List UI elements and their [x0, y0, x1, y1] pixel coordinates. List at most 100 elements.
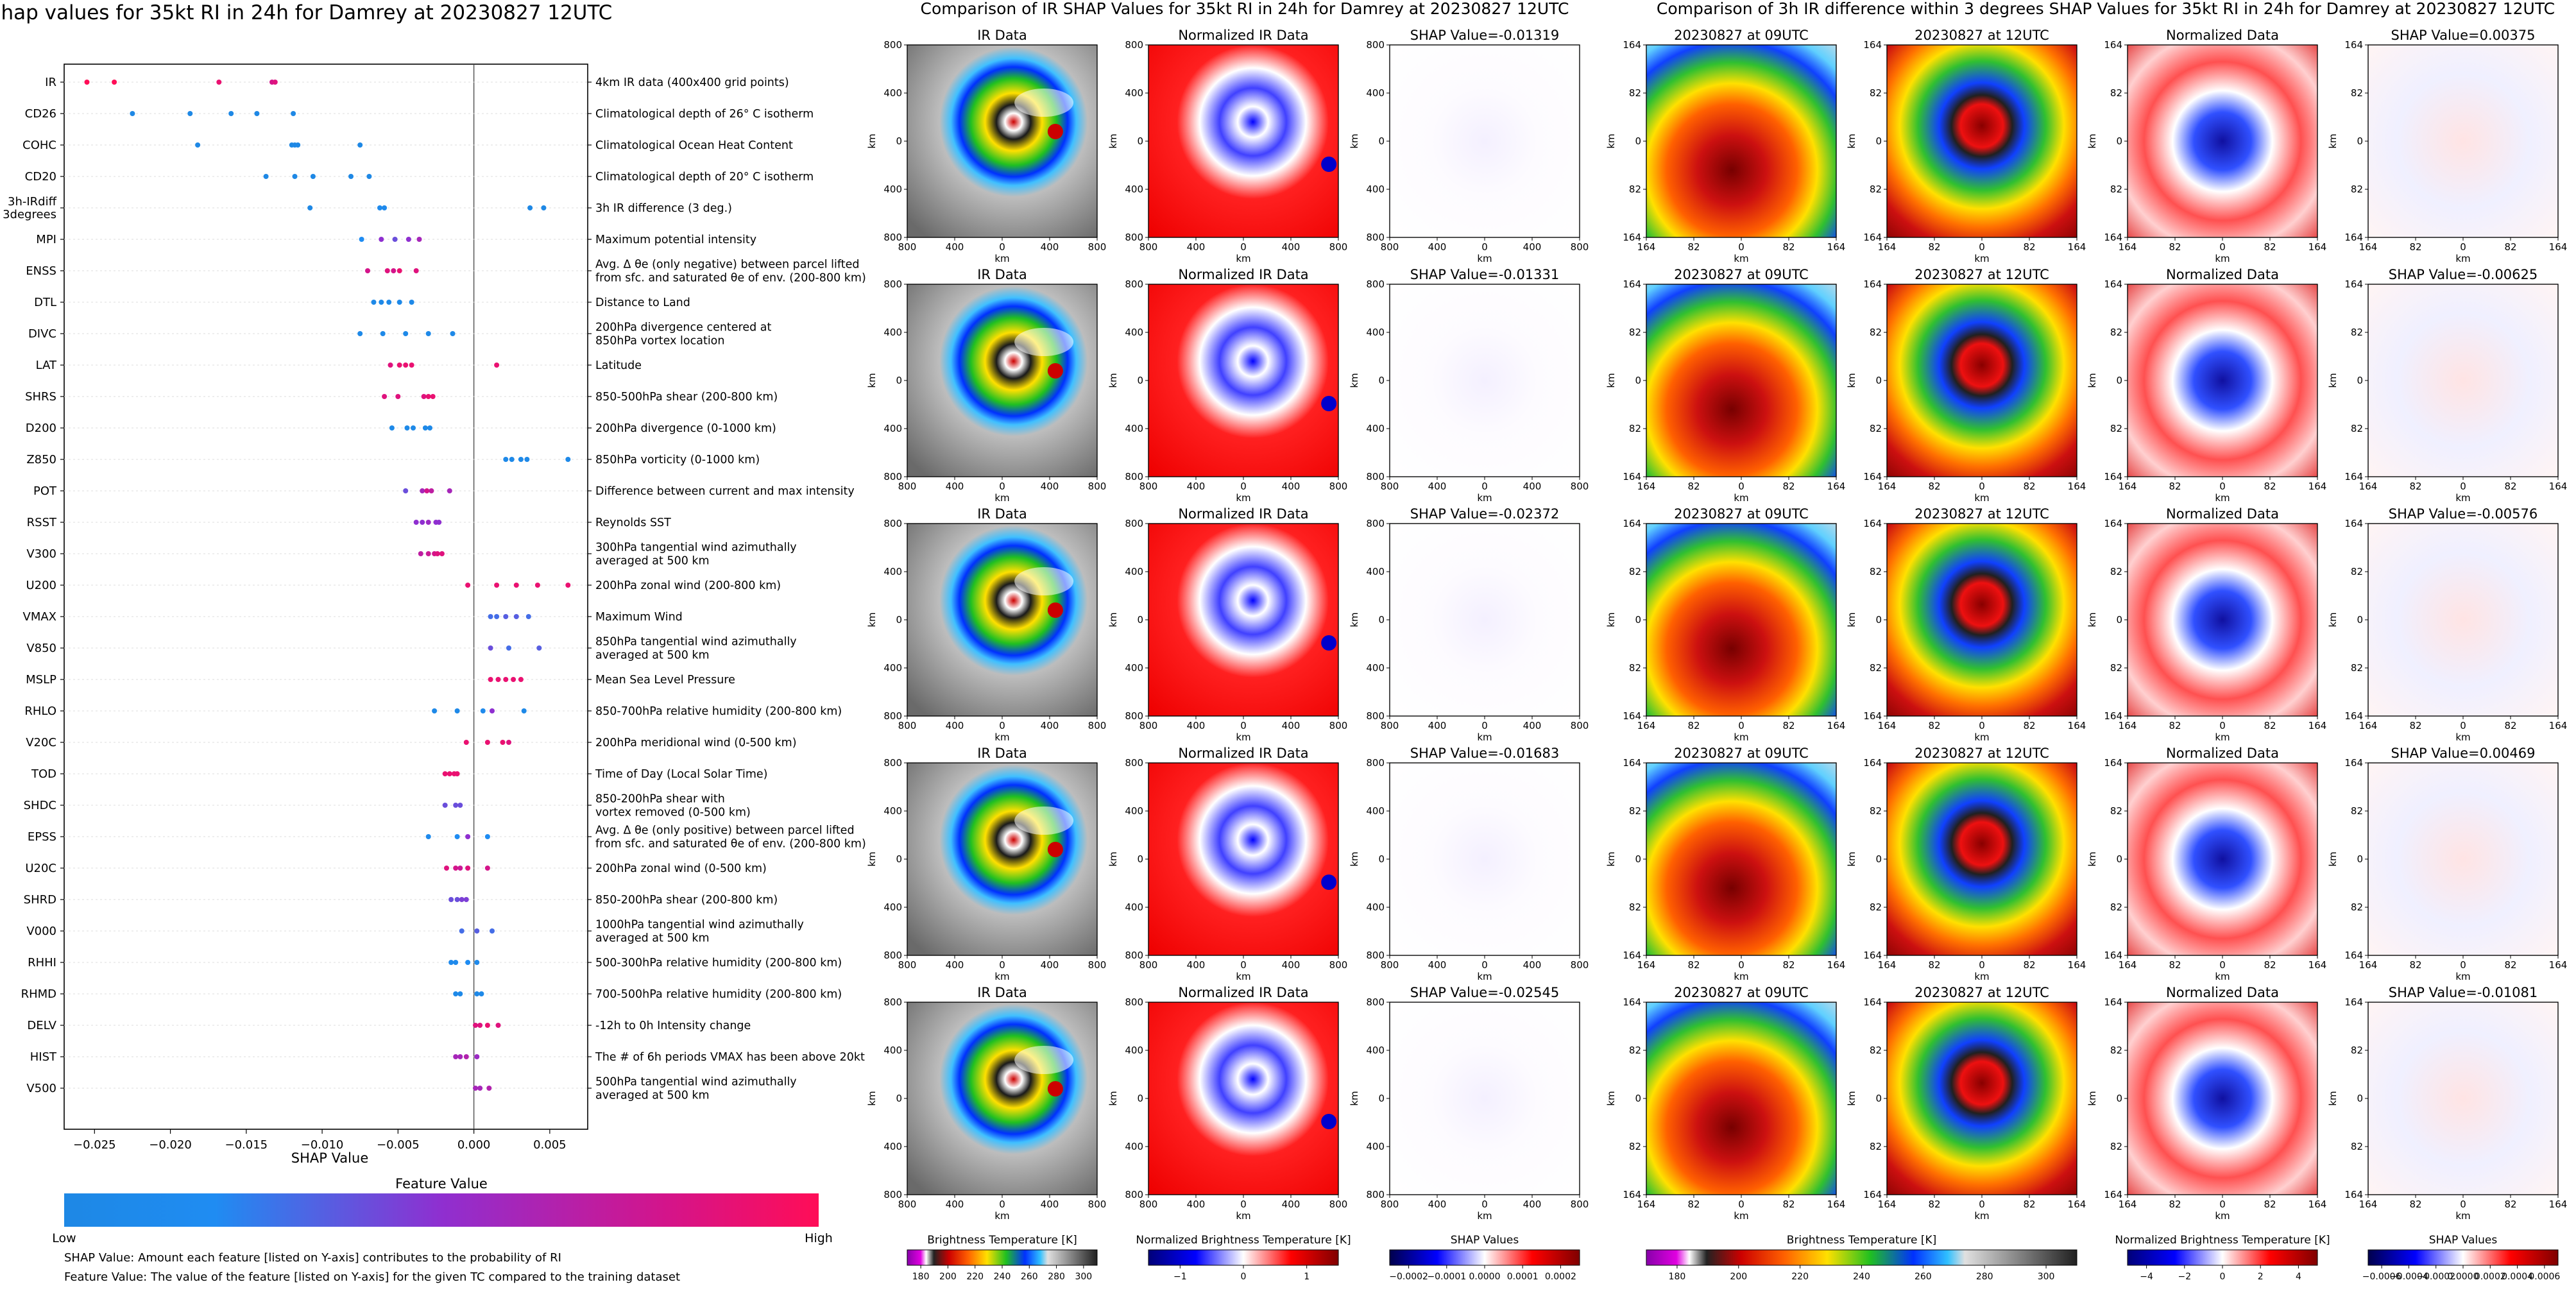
shap-point — [457, 991, 463, 996]
panel-y-tick-label: 400 — [1125, 805, 1143, 817]
shap-point — [457, 866, 463, 871]
panel-y-tick-label: 0 — [896, 614, 902, 626]
panel-title: SHAP Value=0.00375 — [2391, 28, 2536, 43]
feature-description: Avg. Δ θe (only negative) between parcel… — [595, 259, 859, 271]
storm-marker — [1321, 635, 1337, 651]
feature-description: 500-300hPa relative humidity (200-800 km… — [595, 957, 842, 969]
feature-description: averaged at 500 km — [595, 649, 710, 662]
panel-y-tick-label: 800 — [1125, 278, 1143, 290]
panel-y-axis-label: km — [866, 373, 878, 388]
panel-y-axis-label: km — [1107, 133, 1119, 148]
shap-point — [448, 897, 454, 902]
panel-y-tick-label: 82 — [2110, 327, 2122, 338]
panel-x-tick-label: 0 — [2219, 1199, 2226, 1210]
feature-name: U20C — [25, 862, 56, 875]
panel-x-tick-label: 0 — [1979, 481, 1985, 492]
panel-x-tick-label: 82 — [1928, 720, 1940, 731]
panel-title: IR Data — [977, 506, 1027, 522]
panel-x-tick-label: 82 — [2409, 241, 2421, 253]
x-tick-label: 0.000 — [457, 1138, 491, 1152]
shap-point — [386, 300, 392, 305]
colorbar-tick-label: 0.0000 — [1469, 1272, 1501, 1282]
shap-point — [416, 237, 422, 242]
panel-title: 20230827 at 09UTC — [1674, 506, 1809, 522]
colorbar-tick-label: 220 — [1791, 1272, 1809, 1282]
colorbar-bar — [1148, 1249, 1339, 1266]
colorbar-label: Brightness Temperature [K] — [1787, 1234, 1936, 1247]
feature-value-low: Low — [52, 1231, 76, 1245]
shap-point — [495, 1023, 501, 1028]
panel-x-tick-label: 400 — [1523, 241, 1542, 253]
panel-image — [1389, 1002, 1580, 1195]
panel-y-axis-label: km — [1846, 612, 1857, 627]
panel-y-tick-label: 800 — [1366, 710, 1385, 722]
feature-description: 200hPa zonal wind (0-500 km) — [595, 862, 767, 875]
panel-x-axis-label: km — [2455, 253, 2470, 264]
panel-x-tick-label: 82 — [1782, 720, 1795, 731]
feature-name: POT — [33, 484, 57, 498]
panel-x-tick-label: 800 — [1571, 481, 1589, 492]
panel-x-tick-label: 164 — [1637, 1199, 1656, 1210]
feature-description: 200hPa divergence (0-1000 km) — [595, 422, 776, 435]
shap-point — [413, 520, 419, 525]
panel-title: 20230827 at 09UTC — [1674, 746, 1809, 761]
panel-image — [2127, 1002, 2318, 1195]
panel-title: Normalized Data — [2166, 28, 2279, 43]
feature-description: 850-200hPa shear (200-800 km) — [595, 894, 778, 907]
panel-y-tick-label: 800 — [883, 471, 902, 482]
feature-name: 3h-IRdiff — [8, 195, 57, 209]
panel-y-tick-label: 800 — [1125, 757, 1143, 769]
colorbar-tick-label: 280 — [1976, 1272, 1993, 1282]
panel-y-tick-label: 82 — [2110, 423, 2122, 434]
panel-y-tick-label: 82 — [2351, 901, 2363, 913]
panel-x-tick-label: 800 — [1329, 959, 1348, 971]
shap-point — [382, 394, 388, 399]
panel-x-tick-label: 0 — [1240, 241, 1247, 253]
panel-y-tick-label: 400 — [1366, 1045, 1385, 1056]
shap-point — [480, 708, 486, 713]
panel-title: 20230827 at 09UTC — [1674, 267, 1809, 282]
panel-y-tick-label: 800 — [883, 950, 902, 961]
shap-x-ticks: −0.025 −0.020 −0.015 −0.010 −0.005 0.000 0.005 — [73, 1129, 567, 1152]
panel-y-tick-label: 0 — [2357, 853, 2363, 865]
panel-x-tick-label: 82 — [1687, 959, 1700, 971]
shap-point — [272, 80, 278, 85]
panel-x-tick-label: 800 — [1381, 959, 1399, 971]
panel-x-tick-label: 800 — [1329, 720, 1348, 731]
panel-y-tick-label: 0 — [2116, 853, 2122, 865]
panel-x-tick-label: 400 — [1428, 481, 1447, 492]
panel-y-tick-label: 800 — [1366, 39, 1385, 51]
panel-y-axis-label: km — [2327, 612, 2339, 627]
feature-name: V500 — [26, 1082, 56, 1095]
panel-x-tick-label: 400 — [1041, 959, 1059, 971]
panel-x-tick-label: 0 — [2460, 959, 2466, 971]
panel-x-tick-label: 0 — [1738, 481, 1744, 492]
shap-point — [473, 1086, 478, 1091]
cloud-band — [1014, 567, 1074, 595]
shap-point — [474, 960, 480, 965]
panel-y-tick-label: 0 — [2116, 1093, 2122, 1104]
panel-x-tick-label: 800 — [1571, 1199, 1589, 1210]
panel-x-axis-label: km — [1236, 971, 1250, 982]
shap-point — [477, 1023, 483, 1028]
shap-point — [295, 142, 301, 148]
panel-image — [2367, 44, 2559, 238]
panel-y-axis-label: km — [1107, 612, 1119, 627]
feature-name: SHDC — [24, 799, 56, 812]
panel-y-tick-label: 400 — [1366, 805, 1385, 817]
panel-y-tick-label: 400 — [1125, 423, 1143, 434]
panel-y-tick-label: 0 — [2116, 614, 2122, 626]
shap-point — [434, 551, 440, 556]
shap-point — [513, 614, 519, 619]
panel-x-tick-label: 164 — [1637, 720, 1656, 731]
cloud-band — [1014, 1046, 1074, 1074]
shap-point — [403, 363, 409, 368]
panel-y-tick-label: 0 — [1137, 1093, 1143, 1104]
panel-y-axis-label: km — [1107, 373, 1119, 388]
